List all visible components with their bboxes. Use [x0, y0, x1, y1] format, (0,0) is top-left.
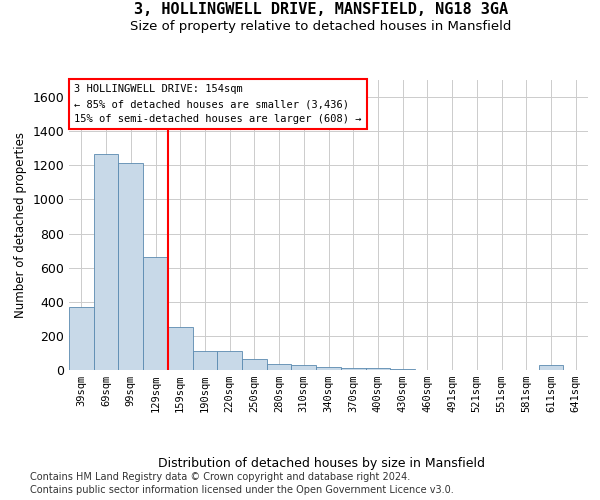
Text: Distribution of detached houses by size in Mansfield: Distribution of detached houses by size … — [157, 458, 485, 470]
Bar — [341, 368, 365, 370]
Text: Contains HM Land Registry data © Crown copyright and database right 2024.: Contains HM Land Registry data © Crown c… — [30, 472, 410, 482]
Text: Size of property relative to detached houses in Mansfield: Size of property relative to detached ho… — [130, 20, 512, 33]
Bar — [217, 351, 242, 370]
Bar — [316, 367, 341, 370]
Text: Contains public sector information licensed under the Open Government Licence v3: Contains public sector information licen… — [30, 485, 454, 495]
Bar — [539, 365, 563, 370]
Bar — [143, 256, 168, 370]
Bar — [69, 307, 94, 370]
Bar — [118, 162, 143, 370]
Bar — [365, 368, 390, 370]
Y-axis label: Number of detached properties: Number of detached properties — [14, 132, 27, 318]
Bar — [292, 365, 316, 370]
Bar — [193, 351, 217, 370]
Text: 3 HOLLINGWELL DRIVE: 154sqm
← 85% of detached houses are smaller (3,436)
15% of : 3 HOLLINGWELL DRIVE: 154sqm ← 85% of det… — [74, 84, 362, 124]
Bar — [267, 364, 292, 370]
Text: 3, HOLLINGWELL DRIVE, MANSFIELD, NG18 3GA: 3, HOLLINGWELL DRIVE, MANSFIELD, NG18 3G… — [134, 2, 508, 18]
Bar — [242, 359, 267, 370]
Bar — [94, 154, 118, 370]
Bar — [168, 326, 193, 370]
